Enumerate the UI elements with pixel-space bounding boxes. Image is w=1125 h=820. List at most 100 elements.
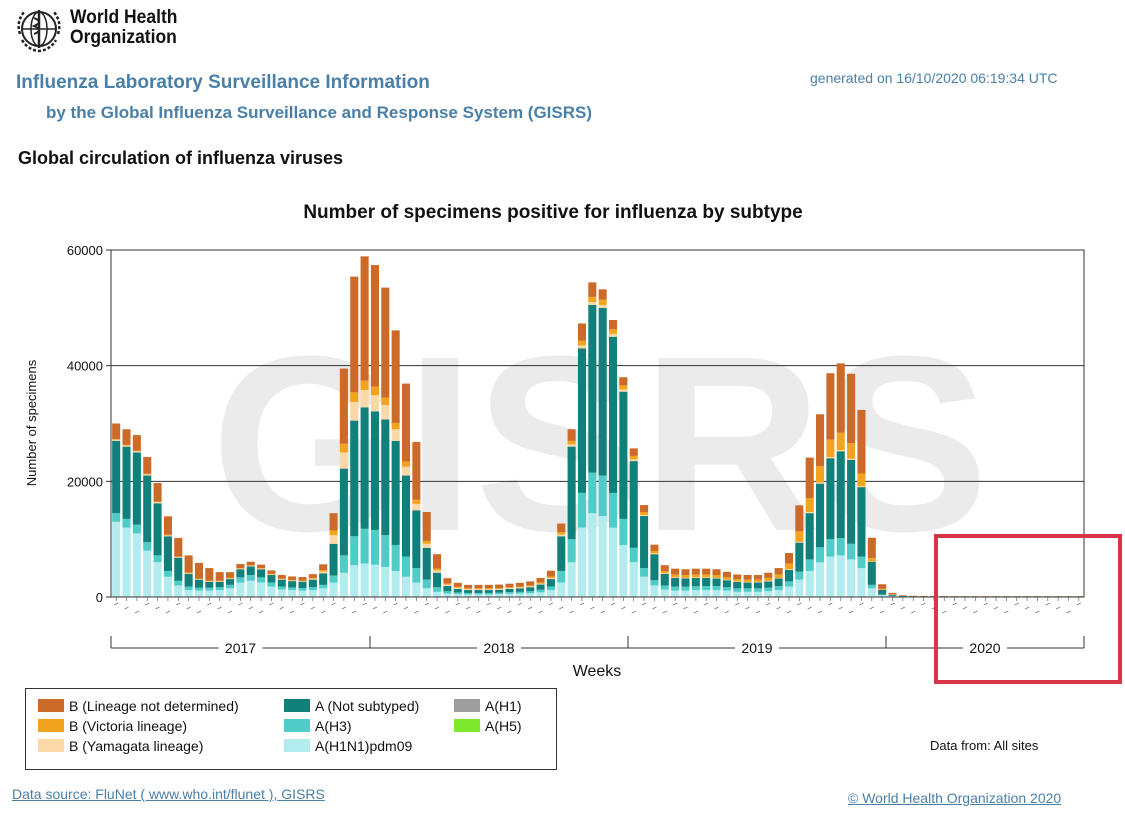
bar-segment xyxy=(495,592,504,595)
bar-segment xyxy=(122,446,131,519)
bar-segment xyxy=(360,528,369,564)
bar-segment xyxy=(277,579,286,587)
bar-segment xyxy=(401,466,411,476)
bar-segment xyxy=(339,368,348,444)
bar-segment xyxy=(464,589,473,591)
bar-segment xyxy=(339,452,348,469)
bar-segment xyxy=(215,581,224,588)
bar-segment xyxy=(598,307,607,476)
bar-segment xyxy=(246,561,255,566)
bar-segment xyxy=(267,586,276,597)
bar-segment xyxy=(132,451,141,453)
bar-segment xyxy=(826,458,835,540)
chart-legend: B (Lineage not determined) B (Victoria li… xyxy=(25,688,557,770)
legend-item: A(H1N1)pdm09 xyxy=(284,738,412,754)
bar-segment xyxy=(784,569,794,570)
x-week-label-mark xyxy=(279,606,284,610)
bar-segment xyxy=(898,595,907,597)
bar-segment xyxy=(640,511,649,515)
bar-segment xyxy=(153,503,162,556)
bar-segment xyxy=(153,501,162,503)
bar-segment xyxy=(464,588,473,590)
bar-segment xyxy=(888,592,897,595)
legend-label: A (Not subtyped) xyxy=(315,698,420,714)
bar-segment xyxy=(753,575,762,580)
bar-segment xyxy=(629,461,638,548)
bar-segment xyxy=(650,580,659,586)
x-week-label-mark xyxy=(496,606,502,610)
x-week-label-mark xyxy=(962,606,968,610)
bar-segment xyxy=(816,482,825,484)
x-week-label-mark xyxy=(1024,606,1030,610)
bar-segment xyxy=(205,580,214,582)
x-week-label-mark xyxy=(176,602,181,606)
page-subtitle: by the Global Influenza Surveillance and… xyxy=(46,103,593,122)
bar-segment xyxy=(381,287,390,398)
x-week-label-mark xyxy=(124,606,129,610)
bar-segment xyxy=(370,395,379,412)
bar-segment xyxy=(329,530,338,536)
bar-segment xyxy=(598,516,607,597)
bar-segment xyxy=(412,510,421,569)
bar-segment xyxy=(588,513,597,597)
data-source-link[interactable]: Data source: FluNet ( www.who.int/flunet… xyxy=(12,786,325,802)
x-week-label-mark xyxy=(414,610,419,614)
legend-label: A(H3) xyxy=(315,718,352,734)
bar-segment xyxy=(629,455,638,460)
copyright-link[interactable]: © World Health Organization 2020 xyxy=(848,790,1062,806)
bar-segment xyxy=(867,561,876,585)
bar-segment xyxy=(784,581,794,587)
bar-segment xyxy=(722,587,731,591)
x-week-label-mark xyxy=(755,610,761,614)
x-week-label-mark xyxy=(911,610,916,614)
bar-segment xyxy=(215,590,224,597)
bar-segment xyxy=(826,373,835,440)
bar-segment xyxy=(557,534,566,537)
bar-segment xyxy=(691,577,700,587)
bar-segment xyxy=(433,587,442,592)
x-week-label-mark xyxy=(693,610,699,614)
bar-segment xyxy=(588,304,597,473)
bar-segment xyxy=(257,568,266,570)
bar-segment xyxy=(805,570,814,597)
bar-segment xyxy=(598,304,607,308)
bar-segment xyxy=(370,411,379,530)
x-week-label-mark xyxy=(476,610,481,614)
bar-segment xyxy=(722,579,731,581)
bar-segment xyxy=(132,435,141,451)
bar-segment xyxy=(743,582,752,589)
bar-segment xyxy=(443,593,452,597)
bar-segment xyxy=(453,588,462,593)
bar-segment xyxy=(577,492,587,528)
x-week-label-mark xyxy=(848,610,854,614)
bar-segment xyxy=(267,574,276,576)
bar-segment xyxy=(526,585,535,587)
x-week-label-mark xyxy=(248,606,253,610)
bar-segment xyxy=(671,586,680,591)
bar-segment xyxy=(267,582,276,587)
bar-segment xyxy=(671,590,680,597)
bar-segment xyxy=(122,429,131,445)
x-week-label-mark xyxy=(1014,602,1019,606)
bar-segment xyxy=(826,457,835,459)
bar-segment xyxy=(350,276,359,393)
bar-segment xyxy=(401,556,411,577)
legend-item: B (Yamagata lineage) xyxy=(38,738,203,754)
bar-segment xyxy=(546,579,555,587)
bar-segment xyxy=(205,581,214,588)
bar-segment xyxy=(329,543,338,576)
bar-segment xyxy=(370,564,379,597)
x-week-label-mark xyxy=(548,602,554,606)
bar-segment xyxy=(774,586,783,591)
bar-segment xyxy=(681,575,690,578)
bar-segment xyxy=(577,340,587,346)
bar-segment xyxy=(174,585,183,597)
x-week-label-mark xyxy=(207,602,212,606)
x-week-label-mark xyxy=(269,602,274,606)
bar-segment xyxy=(619,389,628,392)
bar-segment xyxy=(816,562,825,597)
bar-segment xyxy=(381,566,390,597)
x-week-label-mark xyxy=(569,610,574,614)
legend-swatch xyxy=(284,699,310,712)
bar-segment xyxy=(722,571,731,578)
